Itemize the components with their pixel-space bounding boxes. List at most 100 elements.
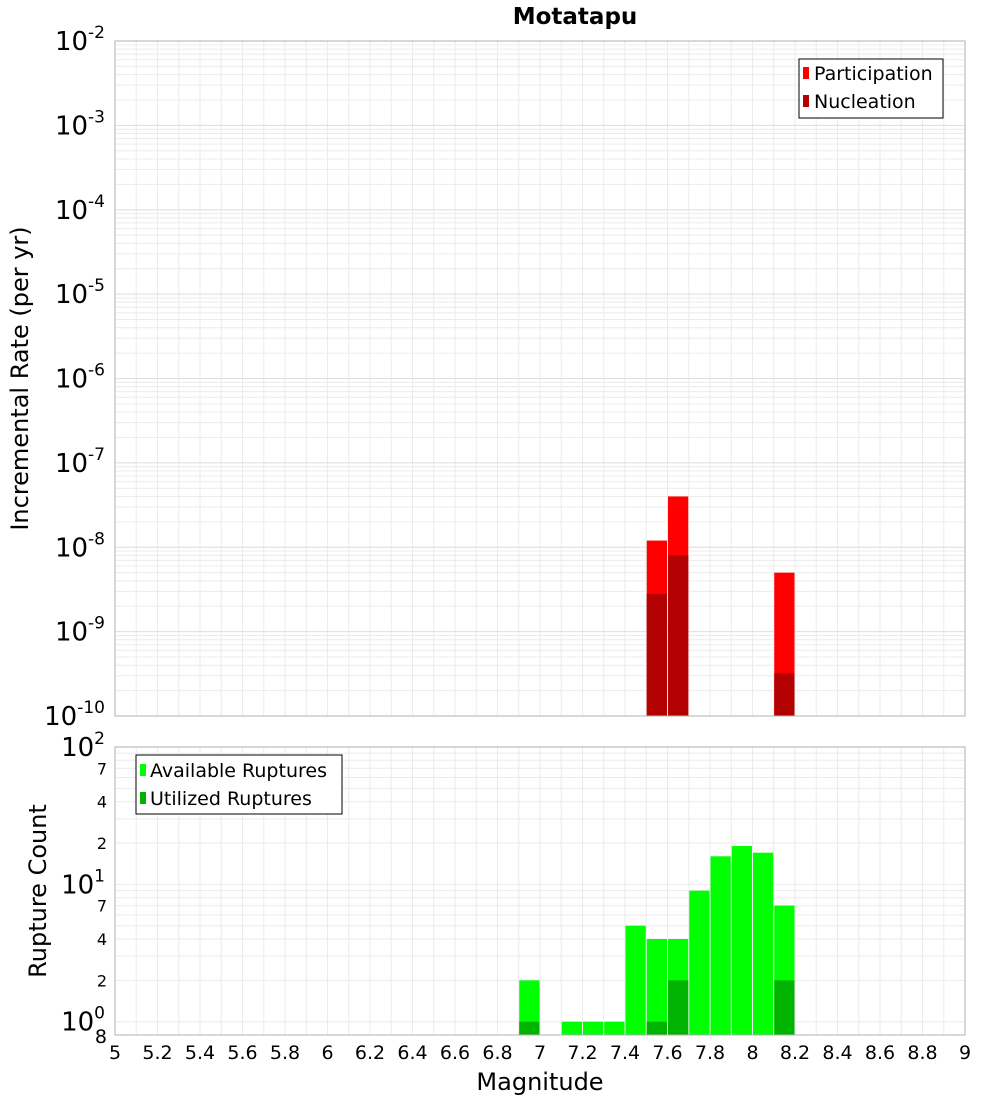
y-tick-exponent: 0 — [94, 1004, 105, 1024]
bar-available-ruptures — [646, 939, 667, 1035]
legend-box — [135, 754, 343, 815]
x-axis-label: Magnitude — [476, 1068, 603, 1096]
y-tick-label-bottom: 101 — [61, 866, 105, 900]
x-tick-label: 5.2 — [142, 1042, 172, 1064]
x-tick-label: 6.2 — [355, 1042, 385, 1064]
legend-swatch — [140, 792, 146, 804]
top-plot-border — [114, 40, 966, 717]
x-tick-label: 7.6 — [652, 1042, 682, 1064]
legend-swatch — [803, 95, 809, 107]
x-tick-label: 5.6 — [227, 1042, 257, 1064]
x-tick-label: 7.4 — [610, 1042, 640, 1064]
y-tick-base: 10 — [55, 449, 88, 479]
legend-entry: Participation — [814, 63, 933, 85]
y-tick-exponent: -8 — [88, 529, 105, 549]
y-tick-base: 10 — [55, 111, 88, 141]
top-gridlines — [114, 41, 966, 717]
legend-swatch — [140, 764, 146, 776]
y-tick-base: 10 — [61, 1008, 94, 1038]
y-tick-label-top: 10-3 — [55, 107, 105, 141]
bar-nucleation — [774, 673, 795, 716]
y-tick-label-top: 10-10 — [44, 698, 105, 732]
y-tick-base: 10 — [44, 702, 77, 732]
x-tick-label: 6.8 — [482, 1042, 512, 1064]
bar-nucleation — [646, 593, 667, 716]
bar-available-ruptures — [583, 1021, 604, 1035]
x-tick-label: 5.8 — [270, 1042, 300, 1064]
y-tick-exponent: -2 — [88, 23, 105, 43]
y-tick-base: 10 — [55, 280, 88, 310]
y-axis-label-bottom: Rupture Count — [24, 804, 52, 978]
y-tick-label-top: 10-6 — [55, 361, 105, 395]
x-tick-label: 5 — [109, 1042, 121, 1064]
x-tick-label: 7.2 — [567, 1042, 597, 1064]
x-tick-label: 7 — [534, 1042, 546, 1064]
y-minor-tick-label: 7 — [97, 759, 107, 778]
legend-entry: Utilized Ruptures — [150, 788, 312, 810]
legend-bottom: Available Ruptures Utilized Ruptures — [135, 754, 343, 815]
y-tick-label-top: 10-9 — [55, 614, 105, 648]
y-tick-exponent: -7 — [88, 445, 105, 465]
bottom-series-1 — [519, 980, 795, 1035]
y-tick-label-top: 10-2 — [55, 23, 105, 57]
y-tick-base: 10 — [61, 733, 94, 763]
y-minor-tick-label: 4 — [97, 793, 107, 812]
x-tick-label: 8.6 — [865, 1042, 895, 1064]
bar-available-ruptures — [753, 852, 774, 1035]
legend-entry: Nucleation — [814, 91, 916, 113]
y-tick-base: 10 — [55, 365, 88, 395]
y-tick-exponent: -10 — [77, 698, 105, 718]
y-tick-exponent: 2 — [94, 729, 105, 749]
y-tick-exponent: -5 — [88, 276, 105, 296]
y-minor-tick-label: 2 — [97, 834, 107, 853]
bar-available-ruptures — [625, 925, 646, 1035]
y-tick-exponent: -9 — [88, 614, 105, 634]
y-tick-label-top: 10-8 — [55, 529, 105, 563]
y-minor-tick-label: 2 — [97, 971, 107, 990]
legend-entry: Available Ruptures — [150, 760, 327, 782]
y-tick-exponent: -4 — [88, 192, 105, 212]
y-minor-tick-label: 7 — [97, 897, 107, 916]
y-tick-label-bottom: 102 — [61, 729, 105, 763]
y-tick-base: 10 — [55, 533, 88, 563]
x-tick-label: 6 — [321, 1042, 333, 1064]
bottom-plot-border — [114, 746, 966, 1036]
x-tick-label: 7.8 — [695, 1042, 725, 1064]
bar-utilized-ruptures — [519, 1021, 540, 1035]
bar-available-ruptures — [604, 1021, 625, 1035]
bar-available-ruptures — [561, 1021, 582, 1035]
y-tick-label-top: 10-4 — [55, 192, 105, 226]
top-plot-area — [114, 40, 966, 717]
x-tick-label: 8.8 — [907, 1042, 937, 1064]
bar-utilized-ruptures — [774, 980, 795, 1035]
y-tick-exponent: 1 — [94, 866, 105, 886]
x-tick-label: 6.4 — [397, 1042, 427, 1064]
x-tick-label: 9 — [959, 1042, 971, 1064]
y-tick-exponent: -6 — [88, 361, 105, 381]
x-tick-label: 8.2 — [780, 1042, 810, 1064]
y-tick-base: 10 — [55, 618, 88, 648]
bar-available-ruptures — [689, 890, 710, 1035]
chart-title: Motatapu — [513, 4, 638, 30]
bar-available-ruptures — [731, 846, 752, 1035]
legend-swatch — [803, 67, 809, 79]
bar-utilized-ruptures — [646, 1021, 667, 1035]
y-minor-tick-label: 8 — [95, 1026, 107, 1048]
y-minor-tick-label: 4 — [97, 930, 107, 949]
y-tick-base: 10 — [61, 870, 94, 900]
y-tick-label-top: 10-5 — [55, 276, 105, 310]
y-tick-base: 10 — [55, 196, 88, 226]
x-tick-label: 5.4 — [185, 1042, 215, 1064]
bar-available-ruptures — [710, 856, 731, 1035]
y-tick-base: 10 — [55, 27, 88, 57]
bar-nucleation — [668, 555, 689, 716]
bar-utilized-ruptures — [668, 980, 689, 1035]
x-tick-label: 6.6 — [440, 1042, 470, 1064]
y-axis-label-top: Incremental Rate (per yr) — [6, 226, 34, 530]
bar-available-ruptures — [519, 980, 540, 1035]
legend-top: Participation Nucleation — [798, 58, 944, 119]
top-series-1 — [646, 555, 795, 716]
y-tick-label-bottom: 100 — [61, 1004, 105, 1038]
